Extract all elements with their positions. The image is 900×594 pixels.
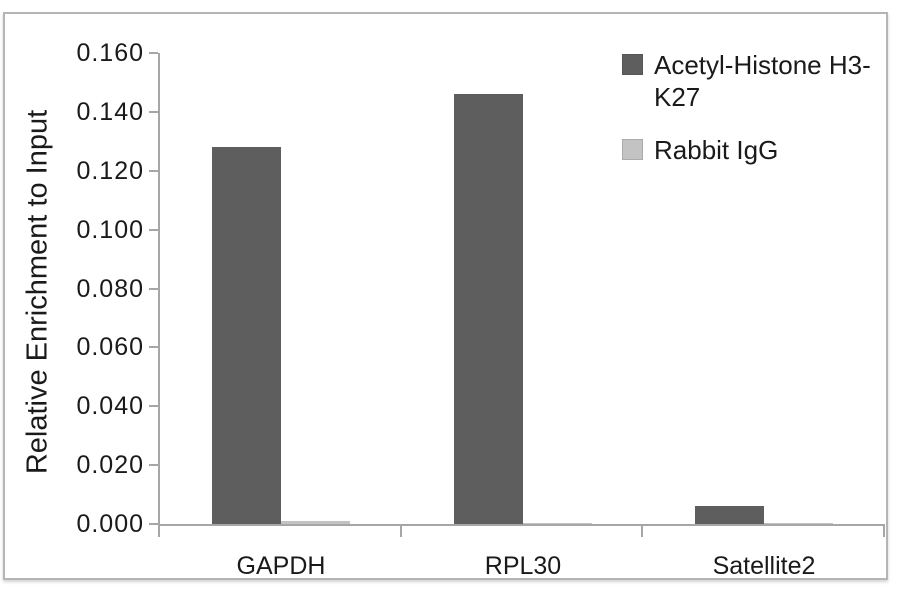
y-tick-label: 0.060 (76, 333, 144, 361)
y-tick-label: 0.120 (76, 157, 144, 185)
y-tick-label: 0.040 (76, 392, 144, 420)
y-axis-tick (149, 405, 158, 407)
legend-label: Acetyl-Histone H3-K27 (654, 50, 871, 112)
x-axis-tick (400, 524, 402, 537)
y-axis-tick (149, 111, 158, 113)
x-category-label: Satellite2 (712, 552, 816, 580)
y-tick-label: 0.140 (76, 98, 144, 126)
legend-item: Acetyl-Histone H3-K27 (622, 49, 884, 113)
bar-rpl30-igg (523, 523, 592, 524)
x-category-label: GAPDH (236, 552, 326, 580)
bar-satellite2-igg (764, 523, 833, 524)
y-tick-label: 0.000 (76, 510, 144, 538)
legend-swatch-icon (622, 54, 643, 75)
x-category-label: RPL30 (484, 552, 562, 580)
y-tick-label: 0.100 (76, 216, 144, 244)
plot-area: 0.160 0.140 0.120 0.100 0.080 0.060 0.040 0.020… (76, 39, 885, 580)
y-tick-label: 0.080 (76, 275, 144, 303)
chart-frame: Relative Enrichment to Input 0.160 0.140 0… (3, 12, 888, 580)
x-axis-tick (883, 524, 885, 537)
y-axis-tick (149, 229, 158, 231)
y-axis-tick (149, 346, 158, 348)
legend-item: Rabbit IgG (622, 134, 884, 166)
y-axis-tick (149, 288, 158, 290)
y-tick-label: 0.020 (76, 451, 144, 479)
bar-satellite2-antibody (695, 506, 764, 524)
y-axis-tick (149, 464, 158, 466)
legend-label: Rabbit IgG (654, 135, 779, 165)
bar-gapdh-antibody (212, 147, 281, 524)
bar-gapdh-igg (281, 521, 350, 524)
y-axis-tick (149, 52, 158, 54)
legend: Acetyl-Histone H3-K27 Rabbit IgG (622, 49, 884, 187)
y-axis-tick (149, 170, 158, 172)
y-axis-tick (149, 523, 158, 525)
bar-rpl30-antibody (454, 94, 523, 524)
x-axis-tick (641, 524, 643, 537)
legend-swatch-icon (622, 139, 643, 160)
x-axis-tick (158, 524, 160, 537)
y-tick-label: 0.160 (76, 39, 144, 67)
